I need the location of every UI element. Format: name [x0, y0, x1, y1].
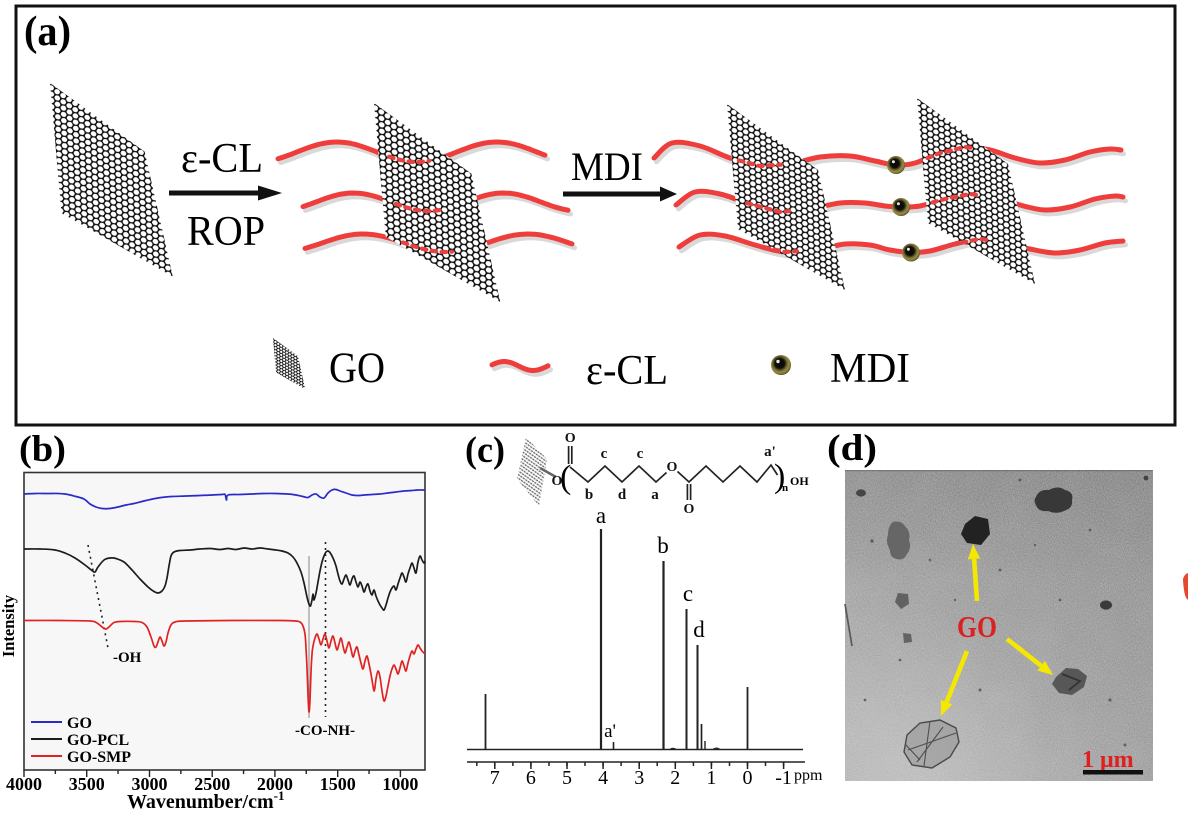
svg-text:c: c	[683, 581, 693, 606]
svg-text:a': a'	[604, 721, 616, 742]
svg-text:1500: 1500	[320, 774, 356, 794]
svg-text:-1: -1	[775, 767, 792, 789]
svg-text:1: 1	[706, 767, 716, 789]
svg-text:3000: 3000	[132, 774, 168, 794]
svg-text:6: 6	[526, 767, 536, 789]
svg-text:3: 3	[634, 767, 644, 789]
svg-text:3500: 3500	[69, 774, 105, 794]
svg-text:1 μm: 1 μm	[1082, 747, 1134, 773]
svg-text:5: 5	[562, 767, 572, 789]
svg-text:GO-SMP: GO-SMP	[67, 749, 131, 766]
svg-text:MDI: MDI	[571, 144, 643, 189]
svg-text:4: 4	[598, 767, 608, 789]
svg-text:Intensity: Intensity	[0, 594, 18, 657]
svg-text:): )	[774, 458, 785, 495]
svg-text:(b): (b)	[19, 429, 66, 470]
svg-text:GO: GO	[957, 609, 997, 644]
svg-text:b: b	[585, 487, 593, 503]
svg-text:a: a	[596, 503, 606, 528]
svg-text:(c): (c)	[465, 430, 505, 471]
svg-text:OH: OH	[790, 474, 809, 488]
svg-text:O: O	[667, 460, 678, 475]
svg-text:O: O	[565, 431, 576, 446]
svg-text:d: d	[618, 487, 627, 503]
svg-text:2000: 2000	[257, 774, 293, 794]
svg-text:-CO-NH-: -CO-NH-	[295, 723, 355, 739]
svg-text:Wavenumber/cm-1: Wavenumber/cm-1	[127, 788, 285, 813]
svg-text:2: 2	[670, 767, 680, 789]
svg-text:a': a'	[764, 444, 776, 460]
svg-text:1000: 1000	[382, 774, 418, 794]
svg-text:ε-CL: ε-CL	[181, 136, 263, 182]
svg-text:(a): (a)	[24, 9, 71, 55]
svg-text:GO: GO	[329, 345, 385, 392]
svg-text:O: O	[552, 474, 563, 489]
svg-text:ROP: ROP	[187, 209, 265, 255]
svg-text:a: a	[651, 487, 659, 503]
svg-text:(: (	[560, 459, 571, 496]
svg-text:2500: 2500	[194, 774, 230, 794]
svg-text:MDI: MDI	[830, 346, 910, 392]
svg-text:GO-PCL: GO-PCL	[67, 732, 129, 749]
svg-text:n: n	[782, 482, 788, 494]
svg-text:d: d	[693, 617, 705, 642]
svg-text:c: c	[637, 446, 644, 462]
svg-text:ε-CL: ε-CL	[586, 348, 668, 394]
svg-text:O: O	[684, 502, 695, 517]
svg-text:ppm: ppm	[794, 767, 823, 784]
svg-text:7: 7	[490, 767, 500, 789]
svg-text:(d): (d)	[827, 428, 877, 469]
svg-text:b: b	[657, 533, 669, 558]
svg-text:0: 0	[743, 767, 753, 789]
svg-text:c: c	[601, 446, 608, 462]
svg-text:GO: GO	[67, 715, 92, 732]
svg-text:-OH: -OH	[113, 650, 142, 666]
svg-text:4000: 4000	[6, 774, 42, 794]
